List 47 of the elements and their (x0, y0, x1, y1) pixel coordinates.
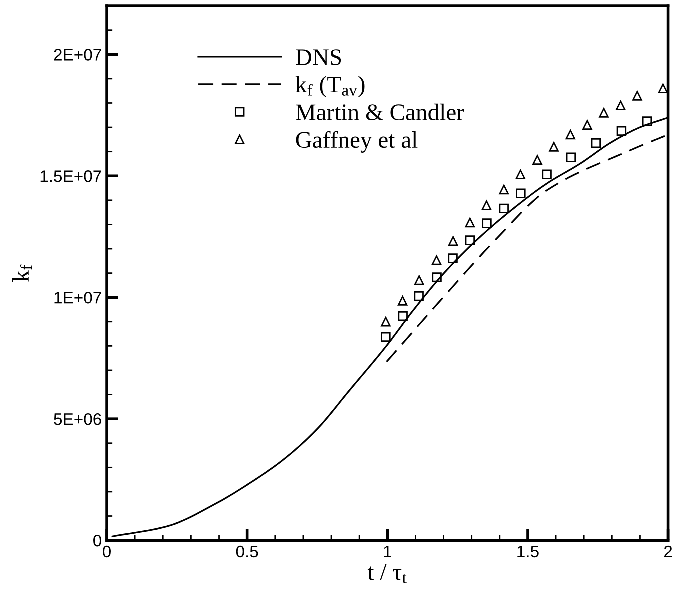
point (599, 108, 609, 118)
point (499, 204, 509, 214)
point (414, 292, 424, 302)
point (448, 236, 458, 246)
legend-label: Martin & Candler (296, 104, 464, 121)
legend-label: DNS (296, 50, 342, 66)
point (381, 317, 391, 327)
x-tick-label: 0 (103, 546, 111, 558)
point (516, 170, 526, 180)
point (482, 200, 492, 210)
y-tick-label: 5E+06 (54, 413, 102, 426)
x-tick-label: 2 (664, 546, 672, 558)
point (381, 332, 391, 342)
y-tick-label: 1E+07 (54, 292, 102, 304)
point (499, 184, 509, 195)
point (465, 218, 476, 228)
point (642, 116, 652, 126)
x-axis-title: t / τ$_{t}$ (368, 564, 407, 584)
point (658, 84, 668, 94)
point (632, 91, 642, 101)
point (448, 254, 458, 264)
point (591, 138, 602, 148)
point (482, 218, 492, 228)
point (566, 130, 576, 140)
legend-label: k$_{f}$ (T$_{av}$) (296, 76, 365, 98)
point (432, 256, 442, 266)
x-tick-label: 0.5 (236, 546, 258, 558)
y-tick-label: 0 (94, 534, 102, 547)
point (414, 275, 424, 286)
x-tick-label: 1.5 (518, 546, 539, 558)
point (582, 120, 592, 130)
point (549, 142, 559, 152)
point (465, 236, 476, 246)
y-tick-label: 2E+07 (54, 49, 102, 61)
point (542, 170, 552, 180)
y-tick-label: 1.5E+07 (40, 170, 102, 182)
legend-label: Gaffney et al (296, 131, 418, 153)
x-tick-label: 1 (384, 546, 392, 558)
y-axis-title: k$_{f}$ (12, 264, 32, 282)
point (432, 272, 442, 282)
point (516, 188, 526, 198)
point (532, 155, 542, 165)
point (616, 100, 626, 111)
point (398, 311, 408, 322)
point (398, 296, 408, 306)
point (566, 152, 576, 163)
point (616, 126, 627, 136)
